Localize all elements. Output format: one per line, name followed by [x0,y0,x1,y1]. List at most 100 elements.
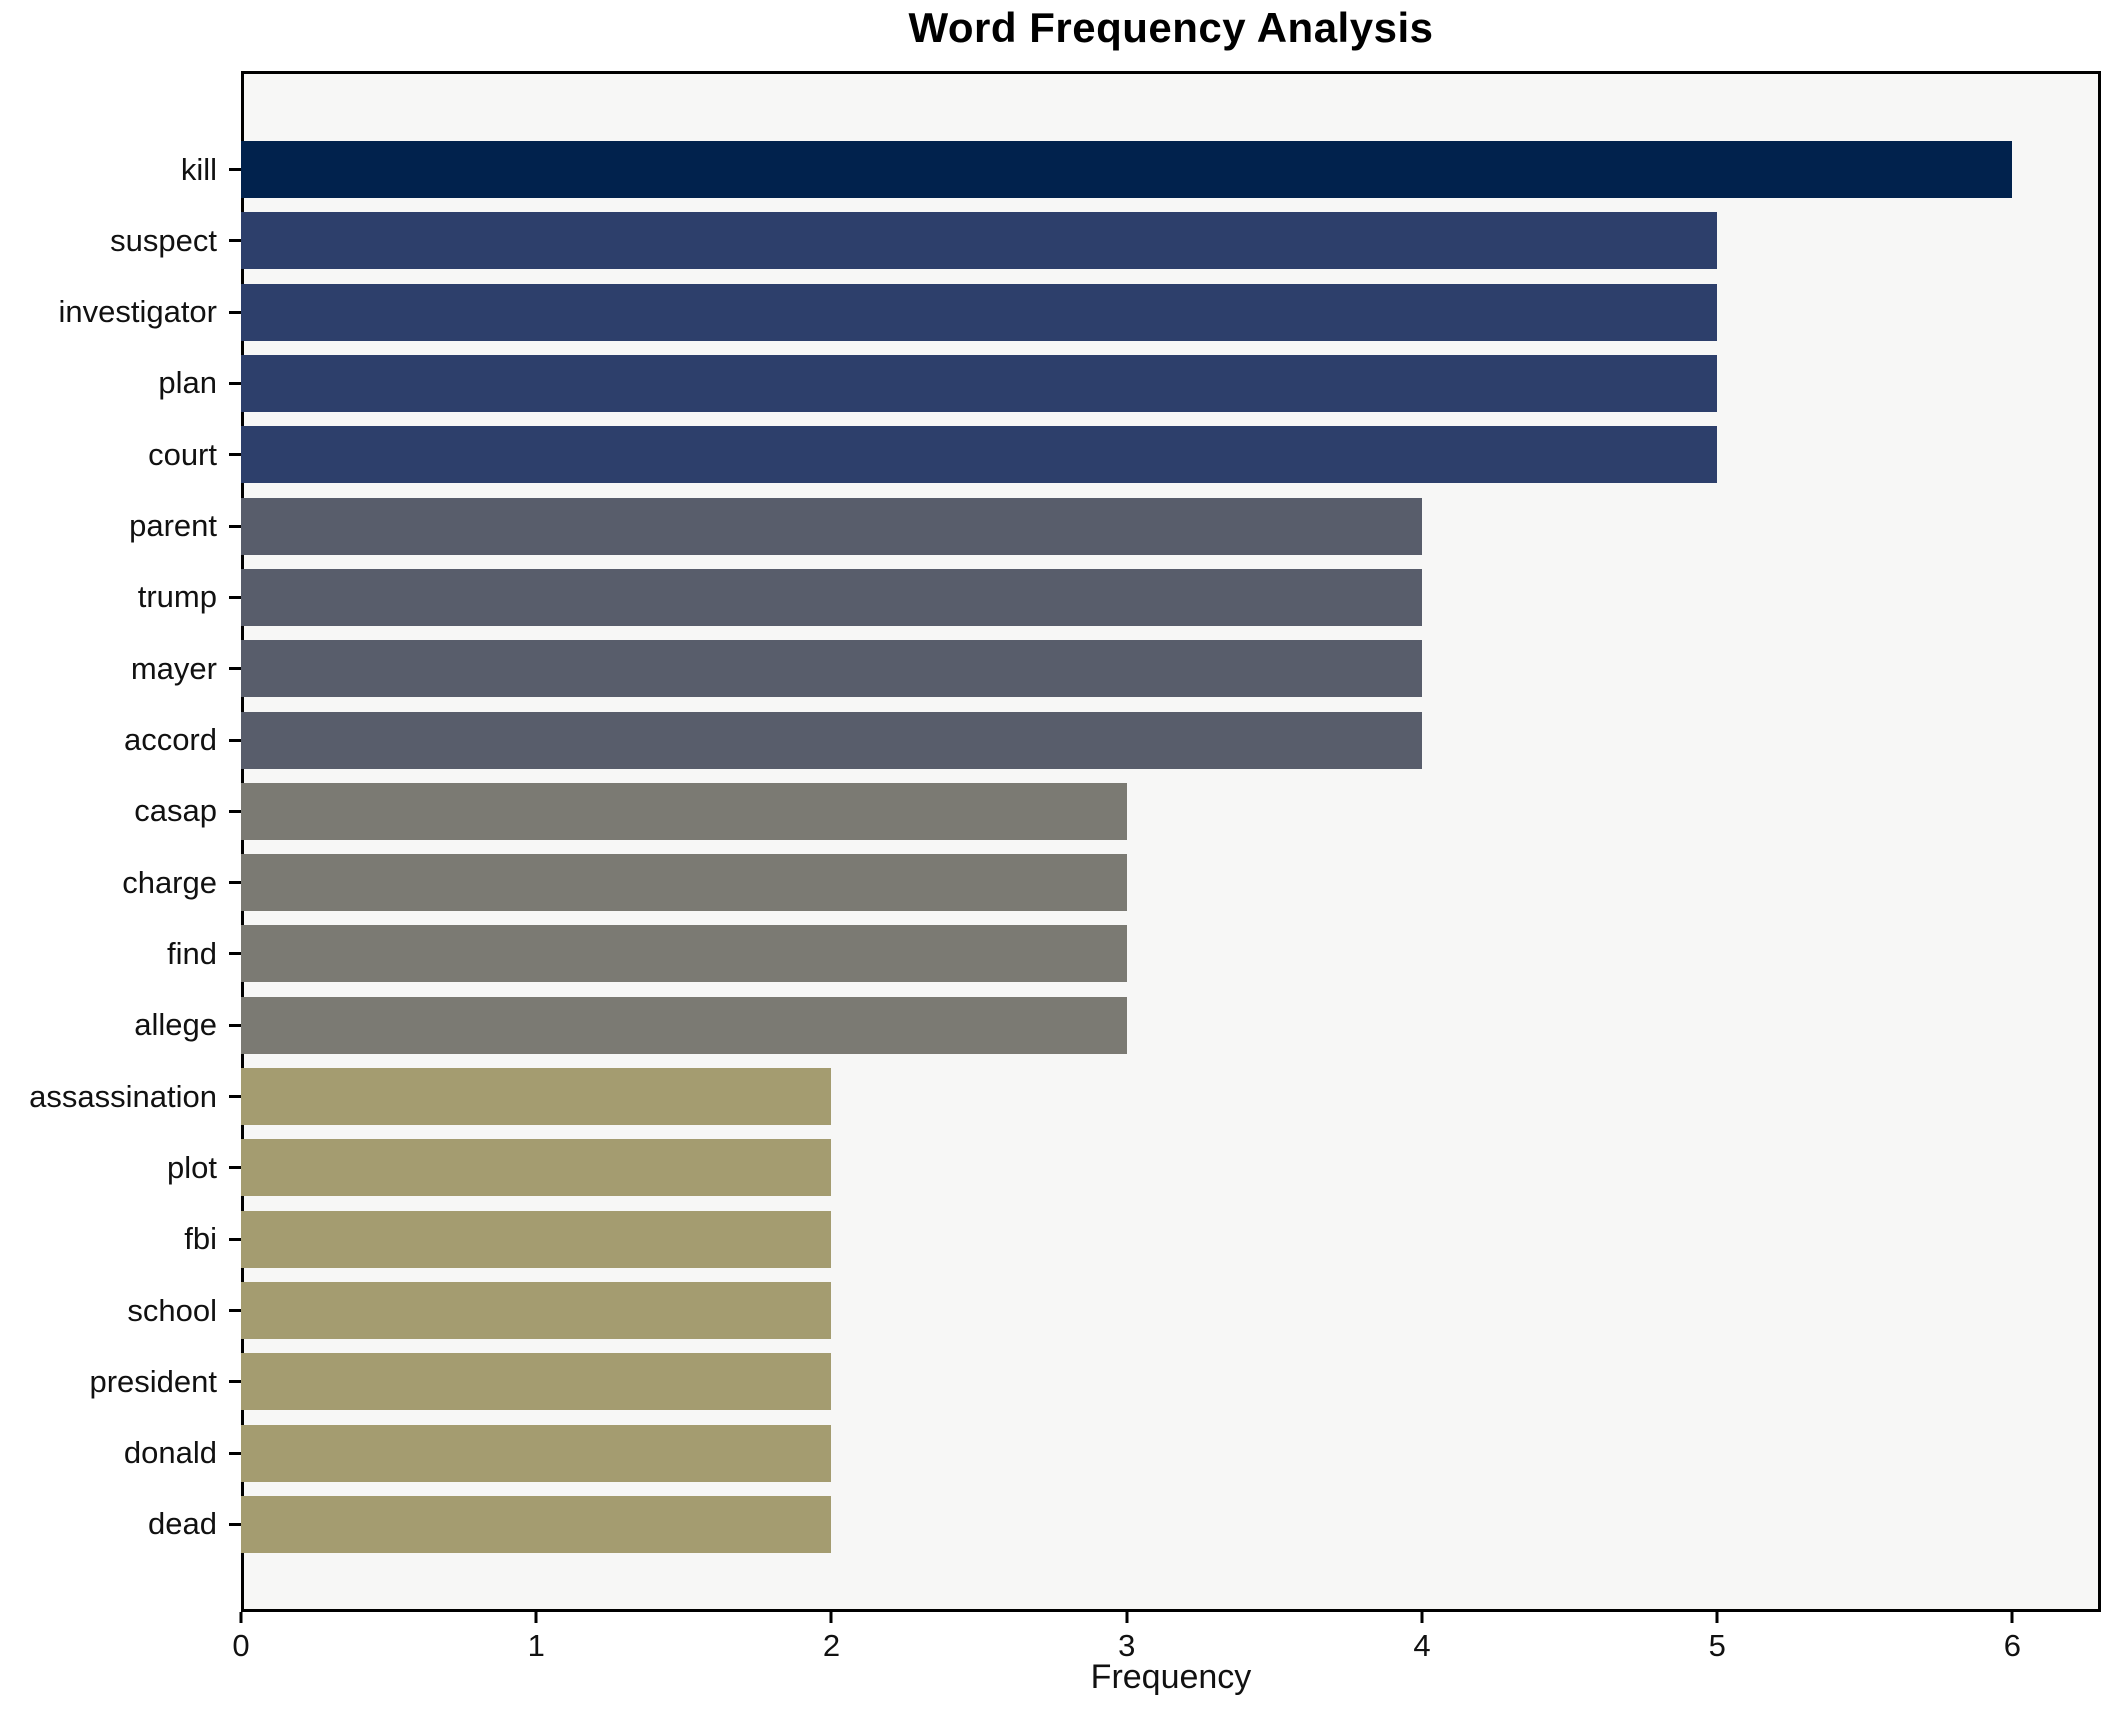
y-tick-mark [229,310,241,314]
bar-rows-container: kill suspect investigator plan court parent tr… [0,71,2101,1612]
category-label: dead [148,1506,217,1542]
y-tick-mark [229,667,241,671]
bar [241,1495,832,1553]
bar-row: donald [0,1424,2101,1482]
x-tick-mark [1125,1612,1129,1623]
category-label: donald [123,1435,217,1471]
bar [241,1282,832,1339]
y-tick-mark [229,239,241,243]
bar-row: casap [0,782,2101,840]
bar-row: court [0,426,2101,484]
y-tick-mark [229,1237,241,1241]
category-label: allege [134,1007,217,1043]
x-tick-label: 6 [2003,1628,2022,1663]
category-label: kill [180,151,217,187]
bar-track [241,996,2101,1054]
bar-row: fbi [0,1210,2101,1268]
bar-row: parent [0,497,2101,555]
bar-row: accord [0,711,2101,769]
category-label: investigator [58,294,217,330]
bar [241,1353,832,1411]
x-tick-label: 1 [527,1628,545,1663]
x-tick-label: 3 [1118,1628,1136,1663]
bar [241,1139,832,1197]
bar-row: find [0,925,2101,983]
bar-row: suspect [0,212,2101,270]
x-tick-mark [1715,1612,1719,1623]
bar-track [241,1282,2101,1339]
bar-track [241,1139,2101,1197]
bar-track [241,426,2101,484]
x-tick-label: 5 [1708,1628,1726,1663]
y-tick-mark [229,595,241,599]
x-tick-mark [1420,1612,1424,1623]
bar [241,925,1127,983]
x-tick-label: 4 [1413,1628,1431,1663]
bar-track [241,212,2101,270]
x-tick-mark [239,1612,243,1623]
x-axis-label: Frequency [1090,1658,1252,1696]
chart-title: Word Frequency Analysis [908,4,1434,51]
bar-track [241,925,2101,983]
category-label: find [167,935,217,971]
bar-row: mayer [0,640,2101,698]
bar-row: trump [0,568,2101,626]
y-tick-mark [229,524,241,528]
y-tick-mark [229,381,241,385]
bar-track [241,1353,2101,1411]
category-label: plot [167,1149,217,1185]
x-tick-mark [2010,1612,2014,1623]
category-label: trump [137,579,217,615]
bar-row: allege [0,996,2101,1054]
bar-row: plot [0,1139,2101,1197]
bar [241,212,1718,270]
bar-track [241,1068,2101,1126]
bar-track [241,1210,2101,1268]
category-label: casap [134,793,217,829]
y-tick-mark [229,809,241,813]
category-label: president [89,1363,217,1399]
bar-row: charge [0,854,2101,912]
bar [241,354,1718,412]
bar [241,782,1127,840]
bar-row: plan [0,354,2101,412]
bar-track [241,1495,2101,1553]
bar [241,640,1422,698]
bar-track [241,854,2101,912]
bar [241,854,1127,912]
bar-row: kill [0,141,2101,198]
bar [241,283,1718,341]
y-tick-mark [229,1095,241,1099]
bar-row: school [0,1282,2101,1339]
bar [241,141,2013,198]
y-tick-mark [229,1023,241,1027]
bar [241,1424,832,1482]
bar [241,1210,832,1268]
y-tick-mark [229,738,241,742]
category-label: fbi [184,1221,217,1257]
bar-track [241,568,2101,626]
y-tick-mark [229,453,241,457]
x-axis: 0 1 2 3 4 5 6 [232,1612,2101,1672]
x-tick-label: 0 [232,1628,250,1663]
x-tick-mark [829,1612,833,1623]
x-tick-label: 2 [822,1628,841,1663]
bar-row: investigator [0,283,2101,341]
bar-track [241,354,2101,412]
bar-track [241,1424,2101,1482]
y-tick-mark [229,168,241,171]
bar-track [241,141,2101,198]
bar-track [241,711,2101,769]
bar [241,711,1422,769]
category-label: accord [123,722,217,757]
bar-track [241,640,2101,698]
y-tick-mark [229,1380,241,1384]
bar [241,497,1422,555]
x-tick-mark [534,1612,538,1623]
y-tick-mark [229,881,241,885]
bar-row: president [0,1353,2101,1411]
bar [241,1068,832,1126]
category-label: suspect [110,222,217,258]
bar [241,426,1718,484]
y-tick-mark [229,1166,241,1170]
